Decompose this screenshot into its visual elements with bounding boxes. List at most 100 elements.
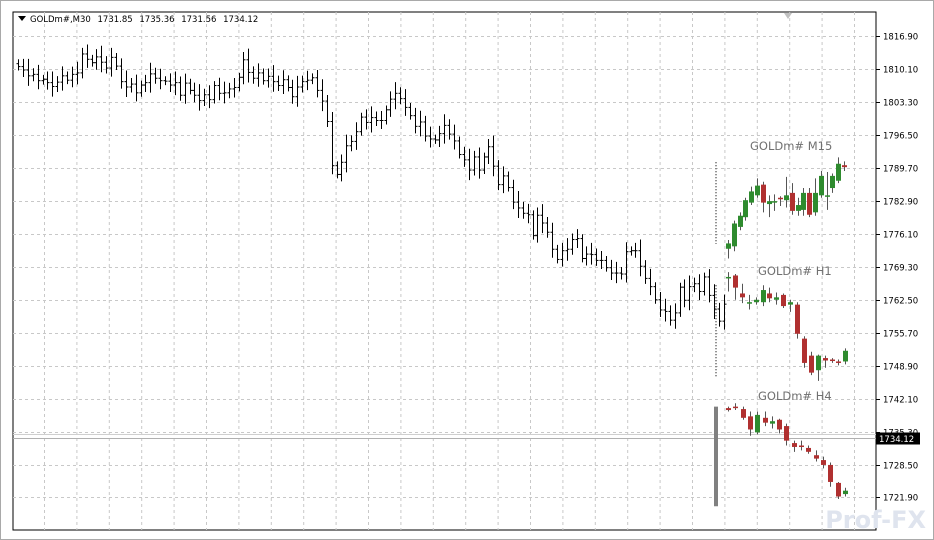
ohlc-bar: [109, 47, 114, 77]
candle-body: [784, 426, 789, 441]
ohlc-bar: [516, 190, 521, 219]
ohlc-bar: [648, 268, 653, 296]
candle: [778, 196, 783, 207]
candle-body: [806, 447, 811, 452]
ohlc-bar: [462, 146, 467, 167]
candle-body: [801, 192, 806, 210]
ohlc-bar: [447, 119, 452, 140]
ohlc-bar: [153, 67, 158, 84]
ohlc-bar: [192, 82, 197, 103]
ohlc-bar: [457, 136, 462, 159]
ohlc-bar: [433, 134, 438, 144]
candle: [821, 456, 826, 469]
ohlc-bar: [697, 274, 702, 301]
price-tick-label: 1810.10: [883, 66, 918, 76]
candle-panel-2: GOLDm# H4: [714, 389, 848, 507]
candle-body: [726, 243, 731, 249]
price-tick-label: 1782.90: [883, 198, 918, 208]
ohlc-bar: [712, 284, 717, 320]
ohlc-bar: [506, 171, 511, 192]
candle: [755, 178, 760, 198]
ohlc-bar: [16, 59, 21, 71]
candle-body: [747, 302, 752, 304]
candle: [806, 445, 811, 454]
ohlc-bar: [629, 246, 634, 256]
plot-border: [12, 11, 877, 531]
ohlc-bar: [241, 52, 246, 85]
ohlc-bar: [717, 302, 722, 327]
ohlc-bar: [428, 126, 433, 148]
chevron-down-icon[interactable]: [18, 16, 26, 21]
candle: [830, 358, 835, 363]
candle: [784, 423, 789, 446]
ohlc-bar: [491, 135, 496, 177]
ohlc-bar: [413, 107, 418, 134]
price-tick-label: 1796.50: [883, 132, 918, 142]
candle: [763, 411, 768, 427]
candle: [801, 188, 806, 216]
ohlc-bar: [305, 70, 310, 91]
ohlc-bar: [335, 161, 340, 179]
candle: [738, 212, 743, 231]
price-tick-label: 1769.30: [883, 264, 918, 274]
ohlc-bar: [408, 103, 413, 120]
ohlc-bar: [423, 115, 428, 142]
candle: [733, 403, 738, 411]
ohlc-bar: [251, 66, 256, 84]
candle: [741, 406, 746, 420]
ohlc-bar: [388, 91, 393, 117]
ohlc-bar: [31, 68, 36, 82]
symbol-label: GOLDm#,M30: [30, 15, 91, 25]
candle-body: [788, 302, 793, 305]
candle-body: [842, 165, 847, 168]
ohlc-bar: [633, 242, 638, 258]
ohlc-bar: [90, 54, 95, 67]
candle: [770, 416, 775, 429]
candle-body: [726, 276, 731, 279]
panel-label: GOLDm# H4: [758, 389, 832, 403]
price-tick-label: 1721.90: [883, 494, 918, 504]
current-price-tag: [876, 432, 920, 445]
ohlc-bar: [202, 88, 207, 107]
candle: [825, 172, 830, 210]
candle: [813, 178, 818, 216]
candle-body: [740, 293, 745, 298]
candle-body: [813, 192, 818, 213]
ohlc-bar: [403, 89, 408, 116]
candle-body: [761, 184, 766, 203]
ohlc-bar: [722, 294, 727, 330]
candle-body: [843, 350, 848, 362]
candle: [843, 487, 848, 497]
ohlc-bar: [624, 242, 629, 283]
candle: [743, 197, 748, 221]
ohlc-bar: [26, 58, 31, 86]
ohlc-bar: [300, 75, 305, 93]
candle: [761, 285, 766, 307]
candle-body: [770, 421, 775, 424]
candle: [777, 418, 782, 434]
ohlc-bar: [682, 279, 687, 308]
ohlc-bar: [531, 210, 536, 240]
candle-body: [755, 414, 760, 433]
ohlc-bar: [638, 239, 643, 277]
ohlc-bar: [560, 242, 565, 267]
ohlc-bar: [354, 122, 359, 150]
ohlc-bar: [496, 160, 501, 191]
candle-body: [774, 297, 779, 300]
candle-body: [733, 406, 738, 409]
candle: [802, 336, 807, 368]
candle: [747, 294, 752, 310]
candle: [843, 348, 848, 365]
ohlc-bar: [545, 216, 550, 238]
ohlc-bar: [673, 303, 678, 329]
ohlc-bar: [261, 68, 266, 85]
price-tick-label: 1816.90: [883, 33, 918, 43]
ohlc-bar: [70, 66, 75, 88]
candle-body: [802, 338, 807, 363]
candle-body: [807, 192, 812, 215]
candle-panel-0: GOLDm# M15: [715, 139, 847, 259]
candle: [809, 351, 814, 376]
ohlc-bar: [124, 70, 129, 98]
